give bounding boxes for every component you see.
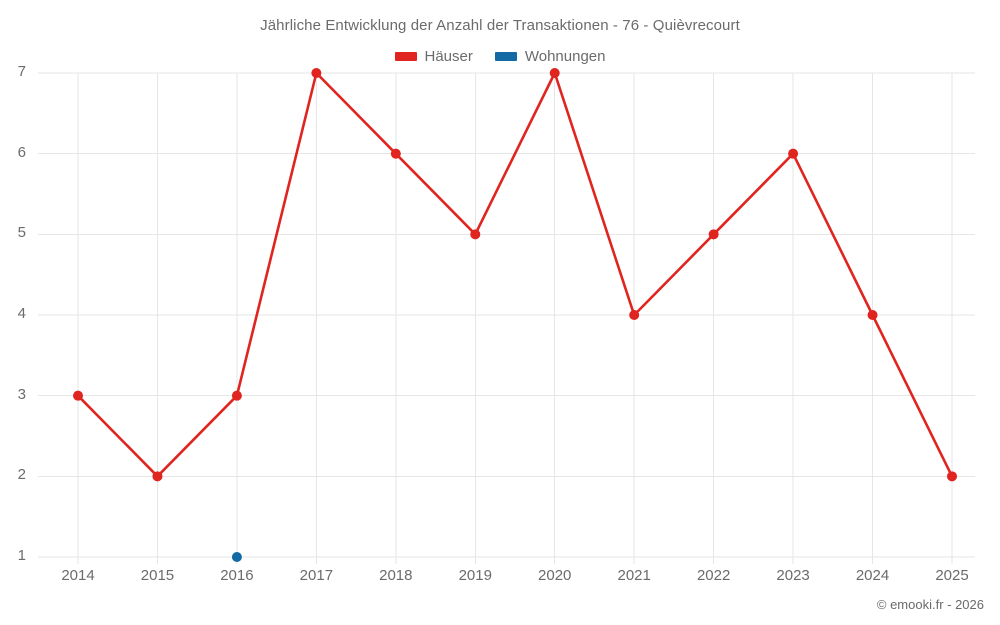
- x-tick-label: 2018: [379, 567, 413, 584]
- data-point[interactable]: [231, 552, 242, 562]
- data-point[interactable]: [947, 471, 957, 482]
- x-tick-label: 2020: [538, 567, 572, 584]
- series-lines: [76, 71, 954, 478]
- x-tick-label: 2015: [140, 567, 175, 584]
- data-point[interactable]: [629, 310, 640, 320]
- chart-legend: Häuser Wohnungen: [0, 45, 1000, 67]
- data-point[interactable]: [788, 148, 799, 159]
- y-tick-label: 3: [17, 385, 26, 403]
- x-tick-label: 2025: [935, 567, 969, 584]
- data-point[interactable]: [73, 390, 83, 401]
- x-tick-label: 2023: [776, 567, 810, 584]
- legend-swatch-hauser: [394, 51, 417, 61]
- data-point[interactable]: [152, 471, 163, 482]
- data-point[interactable]: [231, 390, 242, 401]
- y-tick-label: 4: [17, 305, 26, 322]
- legend-swatch-wohnungen: [494, 51, 517, 61]
- y-tick-label: 6: [17, 143, 26, 161]
- y-tick-label: 5: [17, 224, 26, 242]
- x-tick-label: 2022: [696, 567, 731, 584]
- x-tick-label: 2019: [458, 567, 492, 584]
- footer-credit: © emooki.fr - 2026: [876, 597, 984, 612]
- x-tick-label: 2014: [61, 567, 95, 584]
- data-point[interactable]: [390, 148, 401, 159]
- x-tick-label: 2016: [220, 567, 254, 584]
- chart-title: Jährliche Entwicklung der Anzahl der Tra…: [260, 17, 740, 34]
- data-point[interactable]: [470, 229, 481, 240]
- legend-item-wohnungen[interactable]: Wohnungen: [494, 47, 606, 65]
- legend-item-hauser[interactable]: Häuser: [394, 47, 473, 65]
- y-tick-label: 1: [17, 547, 26, 564]
- x-tick-label: 2017: [299, 567, 334, 584]
- legend-label-hauser: Häuser: [424, 47, 473, 65]
- data-point[interactable]: [311, 68, 322, 78]
- y-tick-label: 7: [17, 63, 26, 80]
- data-point[interactable]: [549, 68, 560, 78]
- y-tick-label: 2: [17, 466, 26, 484]
- data-point[interactable]: [867, 310, 878, 320]
- plot-area: [38, 68, 975, 564]
- series-markers: [73, 68, 957, 562]
- series-line-0: [76, 71, 954, 478]
- data-point[interactable]: [708, 229, 719, 240]
- plot-svg: [38, 68, 975, 564]
- x-tick-label: 2024: [855, 567, 890, 584]
- legend-label-wohnungen: Wohnungen: [524, 47, 606, 65]
- x-tick-label: 2021: [617, 567, 651, 584]
- grid-lines: [38, 72, 975, 564]
